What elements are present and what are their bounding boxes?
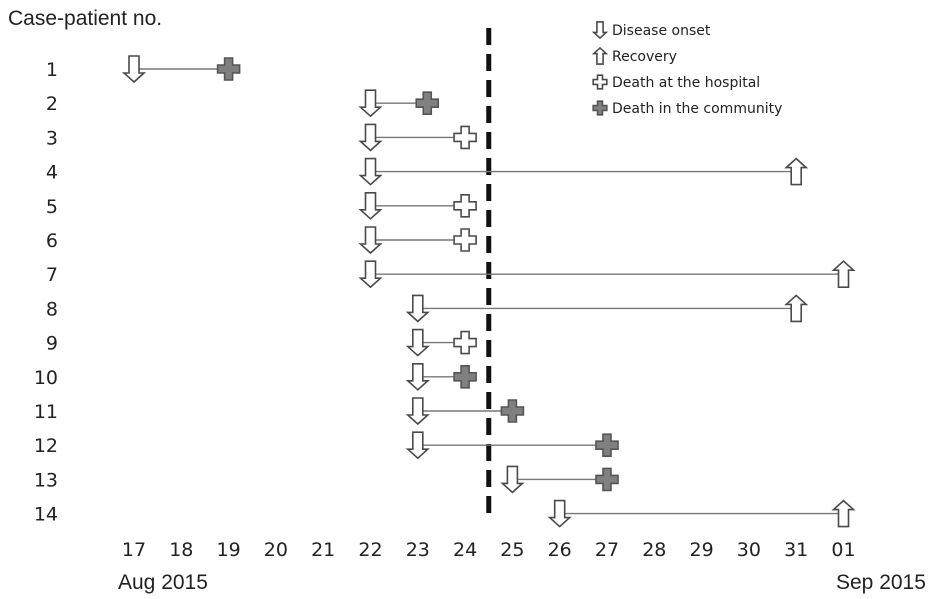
case-number-13: 13 <box>34 469 58 491</box>
case-number-1: 1 <box>46 59 58 81</box>
case-number-9: 9 <box>46 333 58 355</box>
case-number-3: 3 <box>46 127 58 149</box>
case-number-2: 2 <box>46 93 58 115</box>
case-row-6: 6 <box>46 226 477 255</box>
legend-onset-icon <box>591 21 609 40</box>
death-community-marker-13 <box>595 467 619 492</box>
legend-item-onset: Disease onset <box>591 21 711 40</box>
case-number-6: 6 <box>46 230 58 252</box>
onset-marker-10 <box>405 362 430 391</box>
onset-marker-6 <box>358 226 383 255</box>
case-row-5: 5 <box>46 192 477 220</box>
x-tick-label: 30 <box>737 539 761 561</box>
death-community-marker-1 <box>216 57 241 81</box>
death-community-marker-11 <box>500 399 525 423</box>
case-row-13: 13 <box>34 465 619 494</box>
onset-marker-13 <box>500 465 525 494</box>
x-tick-label: 29 <box>690 539 714 561</box>
x-tick-label: 23 <box>406 539 430 561</box>
case-row-10: 10 <box>34 362 477 391</box>
case-row-2: 2 <box>46 89 440 118</box>
death-hospital-marker-5 <box>453 194 477 218</box>
legend: Disease onset Recovery Death at the hospit… <box>591 21 782 117</box>
case-row-8: 8 <box>46 294 809 323</box>
recovery-marker-8 <box>784 294 809 323</box>
case-row-9: 9 <box>46 328 477 357</box>
death-community-marker-10 <box>453 364 477 389</box>
legend-item-death-community: Death in the community <box>592 100 782 117</box>
x-tick-label: 25 <box>500 539 524 561</box>
x-tick-label: 17 <box>122 539 146 561</box>
month-label-sep: Sep 2015 <box>836 571 926 594</box>
case-number-5: 5 <box>46 196 58 218</box>
onset-marker-4 <box>358 157 383 186</box>
x-axis: 17 18 19 20 21 22 23 24 25 26 27 28 29 30 31 01 <box>122 539 856 561</box>
legend-recovery-icon <box>591 46 609 65</box>
recovery-marker-4 <box>784 157 809 186</box>
onset-marker-8 <box>405 294 430 323</box>
case-row-3: 3 <box>46 123 477 152</box>
case-number-10: 10 <box>34 367 58 389</box>
onset-marker-14 <box>547 499 572 528</box>
legend-death-community-icon <box>592 100 608 116</box>
onset-marker-12 <box>405 431 430 460</box>
x-tick-label: 31 <box>784 539 808 561</box>
case-row-7: 7 <box>46 260 856 289</box>
case-number-12: 12 <box>34 435 58 457</box>
x-tick-label: 26 <box>548 539 572 561</box>
onset-marker-7 <box>358 260 383 289</box>
onset-marker-11 <box>405 397 430 426</box>
case-number-4: 4 <box>46 162 58 184</box>
case-number-8: 8 <box>46 298 58 320</box>
legend-item-death-hospital: Death at the hospital <box>592 74 760 91</box>
legend-label: Death at the hospital <box>612 75 760 91</box>
death-community-marker-2 <box>415 91 440 115</box>
x-tick-label: 19 <box>217 539 241 561</box>
death-hospital-marker-3 <box>453 125 477 150</box>
case-number-14: 14 <box>34 504 58 526</box>
case-row-1: 1 <box>46 55 241 84</box>
x-tick-label: 18 <box>169 539 193 561</box>
legend-label: Death in the community <box>612 101 782 117</box>
death-community-marker-12 <box>595 433 619 458</box>
x-tick-label: 22 <box>358 539 382 561</box>
case-row-12: 12 <box>34 431 619 460</box>
x-tick-label: 20 <box>264 539 288 561</box>
legend-item-recovery: Recovery <box>591 46 677 65</box>
case-number-7: 7 <box>46 264 58 286</box>
x-tick-label: 27 <box>595 539 619 561</box>
y-axis-title: Case-patient no. <box>8 7 162 30</box>
case-row-14: 14 <box>34 499 856 528</box>
recovery-marker-14 <box>831 499 856 528</box>
legend-death-hospital-icon <box>592 74 608 90</box>
legend-label: Disease onset <box>612 23 711 39</box>
x-tick-label: 28 <box>642 539 666 561</box>
onset-marker-5 <box>358 192 383 220</box>
x-tick-label: 24 <box>453 539 477 561</box>
legend-label: Recovery <box>612 49 677 65</box>
case-row-4: 4 <box>46 157 809 186</box>
onset-marker-9 <box>405 328 430 357</box>
death-hospital-marker-6 <box>453 228 477 252</box>
x-tick-label: 21 <box>311 539 335 561</box>
onset-marker-3 <box>358 123 383 152</box>
x-tick-label: 01 <box>831 539 855 561</box>
case-row-11: 11 <box>34 397 525 426</box>
onset-marker-1 <box>121 55 147 84</box>
death-hospital-marker-9 <box>453 330 477 355</box>
recovery-marker-7 <box>831 260 856 289</box>
case-number-11: 11 <box>34 401 58 423</box>
onset-marker-2 <box>358 89 383 118</box>
month-label-aug: Aug 2015 <box>118 571 208 594</box>
